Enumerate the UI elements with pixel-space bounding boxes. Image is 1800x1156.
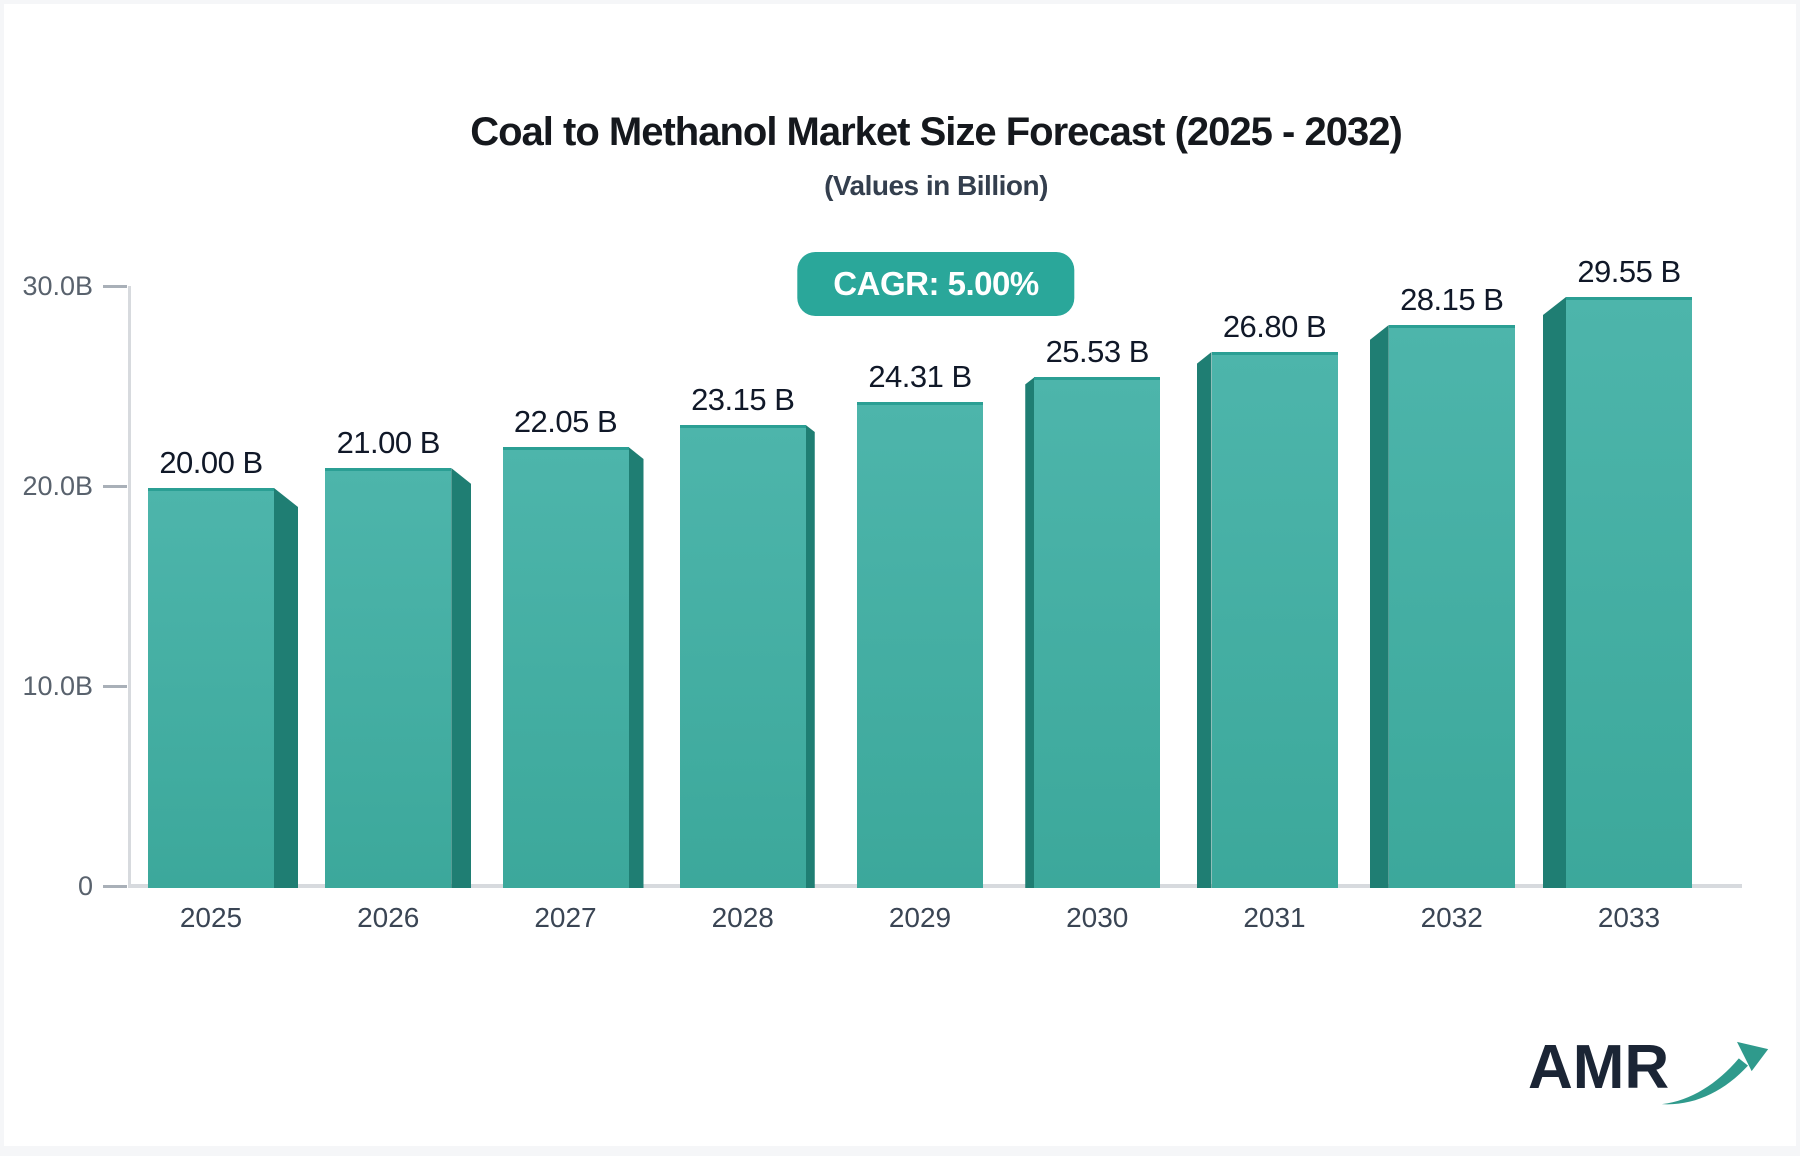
- chart-subtitle: (Values in Billion): [824, 170, 1048, 201]
- bar-2031[interactable]: [1211, 352, 1338, 888]
- chart-title: Coal to Methanol Market Size Forecast (2…: [470, 110, 1403, 154]
- x-category-label-2026: 2026: [357, 902, 420, 933]
- bar-value-label-2026: 21.00 B: [336, 425, 441, 460]
- y-tick-label: 20.0B: [22, 471, 93, 501]
- bar-value-label-2025: 20.00 B: [159, 445, 263, 480]
- bar-2032[interactable]: [1388, 325, 1515, 888]
- y-axis-line: [128, 286, 131, 886]
- bar-value-label-2032: 28.15 B: [1400, 282, 1504, 317]
- y-tick-dash: [103, 484, 127, 488]
- y-tick-dash: [103, 284, 127, 288]
- amr-logo: AMR: [1528, 1032, 1769, 1122]
- bar-value-label-2029: 24.31 B: [868, 358, 972, 394]
- y-tick-dash: [103, 884, 127, 888]
- bar-3d-side-2030: [1025, 377, 1035, 888]
- bar-value-label-2031: 26.80 B: [1222, 309, 1327, 344]
- bar-2033[interactable]: [1566, 297, 1692, 888]
- bar-value-label-2027: 22.05 B: [513, 404, 618, 439]
- bar-3d-side-2027: [628, 447, 644, 888]
- x-category-label-2030: 2030: [1066, 902, 1129, 933]
- x-category-label-2025: 2025: [179, 902, 243, 933]
- x-category-label-2027: 2027: [534, 902, 597, 933]
- bar-2026[interactable]: [325, 468, 452, 888]
- bar-3d-side-2032: [1369, 325, 1389, 888]
- bar-2029[interactable]: [857, 401, 983, 888]
- x-category-label-2032: 2032: [1420, 902, 1483, 933]
- bar-3d-side-2025: [274, 488, 298, 888]
- bar-3d-side-2031: [1196, 352, 1212, 888]
- x-category-label-2028: 2028: [711, 902, 774, 933]
- bar-value-label-2030: 25.53 B: [1045, 334, 1150, 370]
- x-category-label-2033: 2033: [1597, 902, 1661, 933]
- bar-2030[interactable]: [1034, 377, 1161, 888]
- bar-value-label-2033: 29.55 B: [1577, 254, 1681, 289]
- x-category-label-2031: 2031: [1243, 902, 1306, 933]
- amr-logo-text: AMR: [1528, 1033, 1670, 1102]
- bar-2025[interactable]: [148, 488, 274, 888]
- trending-up-arrow-icon: [1661, 1041, 1769, 1105]
- bar-2027[interactable]: [502, 447, 629, 888]
- x-category-label-2029: 2029: [888, 902, 952, 933]
- bar-value-label-2028: 23.15 B: [691, 382, 795, 417]
- bar-3d-side-2033: [1543, 297, 1566, 888]
- bar-3d-side-2026: [451, 468, 472, 888]
- y-tick-label: 10.0B: [22, 671, 93, 701]
- y-tick-dash: [103, 684, 127, 688]
- bar-3d-side-2028: [805, 425, 815, 888]
- cagr-badge: CAGR: 5.00%: [797, 252, 1075, 316]
- y-tick-label: 0: [77, 871, 93, 901]
- y-tick-label: 30.0B: [22, 271, 93, 301]
- bar-2028[interactable]: [679, 425, 806, 888]
